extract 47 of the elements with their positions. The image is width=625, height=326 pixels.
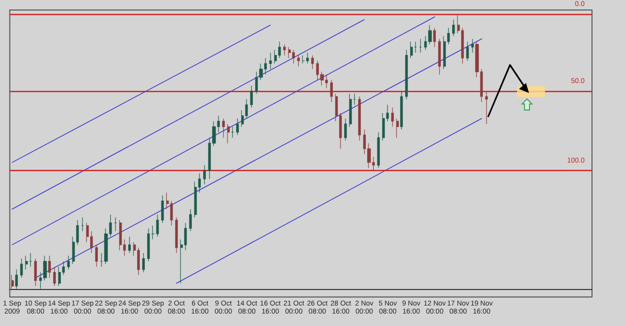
candlestick — [344, 118, 347, 141]
candlestick — [396, 118, 399, 138]
candlestick — [405, 50, 408, 100]
candlestick — [222, 118, 225, 138]
candlestick — [227, 124, 230, 144]
candlestick — [349, 93, 352, 128]
candlestick — [34, 258, 37, 286]
candlestick — [114, 217, 117, 232]
candlestick — [15, 269, 18, 290]
candlestick — [330, 80, 333, 102]
candlestick — [419, 38, 422, 53]
candlestick — [81, 217, 84, 232]
candlestick — [250, 85, 253, 108]
candlestick — [297, 55, 300, 67]
candlestick — [438, 38, 441, 75]
candlestick — [452, 19, 455, 36]
candlestick — [231, 126, 234, 138]
candlestick — [67, 256, 70, 270]
candlestick — [128, 236, 131, 254]
candlestick — [400, 90, 403, 130]
candlestick — [236, 118, 239, 136]
candlestick — [29, 252, 32, 268]
candlestick — [95, 244, 98, 268]
candlestick — [302, 55, 305, 64]
candlestick — [161, 195, 164, 224]
candlestick — [53, 266, 56, 286]
candlestick — [292, 50, 295, 64]
candlestick — [358, 96, 361, 141]
candlestick — [189, 208, 192, 232]
candlestick — [377, 132, 380, 168]
candlestick — [20, 258, 23, 278]
candlestick — [142, 252, 145, 273]
candlestick — [410, 41, 413, 58]
candlestick — [11, 274, 14, 290]
candlestick — [433, 28, 436, 48]
candlestick — [306, 52, 309, 64]
candlestick — [466, 41, 469, 62]
candlestick — [48, 256, 51, 278]
candlestick — [175, 217, 178, 254]
candlestick — [203, 164, 206, 185]
candlestick — [471, 38, 474, 53]
candlestick — [269, 52, 272, 70]
candlestick — [311, 55, 314, 70]
candlestick — [485, 90, 488, 124]
candlestick — [25, 256, 28, 270]
candlestick — [391, 107, 394, 128]
candlestick — [283, 44, 286, 56]
